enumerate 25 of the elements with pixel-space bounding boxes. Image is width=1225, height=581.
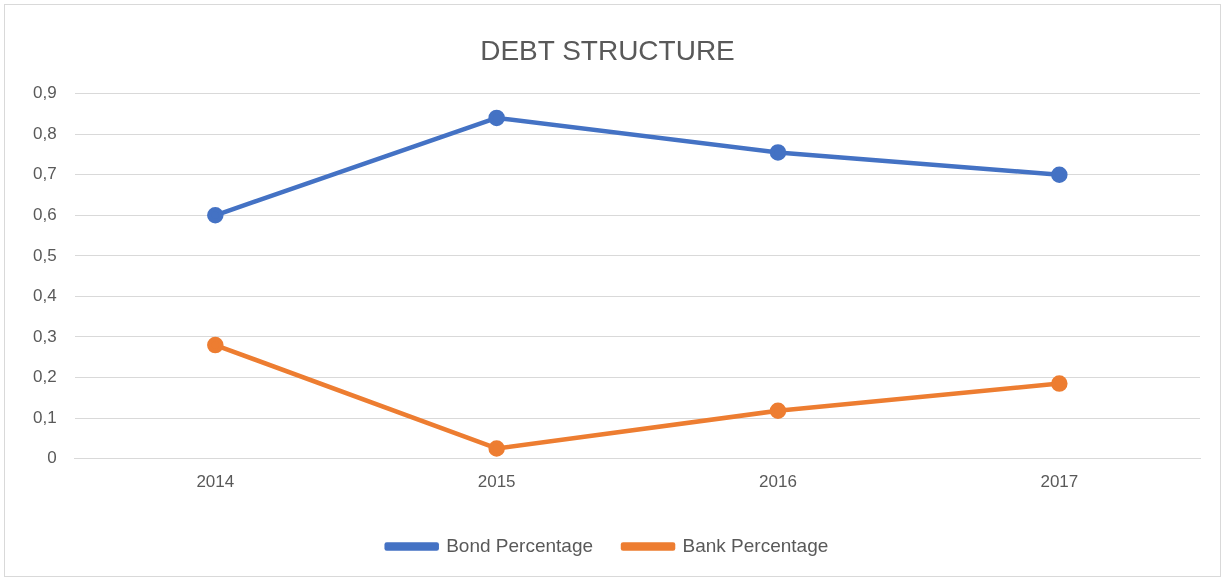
y-tick-label: 0,4 <box>32 286 57 306</box>
x-tick-label: 2017 <box>1040 472 1079 492</box>
x-tick-label: 2014 <box>196 472 235 492</box>
point <box>488 440 505 457</box>
point <box>769 402 787 419</box>
y-tick-label: 0,6 <box>32 204 57 224</box>
legend-label: Bank Percentage <box>682 534 829 556</box>
x-tick-label: 2015 <box>477 472 516 492</box>
y-tick-label: 0 <box>47 448 57 468</box>
point <box>207 336 224 354</box>
y-tick-label: 0,5 <box>32 245 57 265</box>
point <box>1051 375 1068 392</box>
chart-title: DEBT STRUCTURE <box>480 34 735 66</box>
point <box>769 144 787 161</box>
y-tick-label: 0,9 <box>32 83 57 103</box>
point <box>1051 166 1068 183</box>
y-tick-label: 0,1 <box>32 407 57 427</box>
x-tick-label: 2016 <box>759 472 797 492</box>
y-tick-label: 0,2 <box>32 367 57 387</box>
y-tick-label: 0,8 <box>32 123 57 143</box>
point <box>207 207 224 224</box>
point <box>488 109 505 127</box>
y-tick-label: 0,3 <box>32 326 57 346</box>
y-tick-label: 0,7 <box>32 164 57 184</box>
legend-label: Bond Percentage <box>446 534 594 556</box>
